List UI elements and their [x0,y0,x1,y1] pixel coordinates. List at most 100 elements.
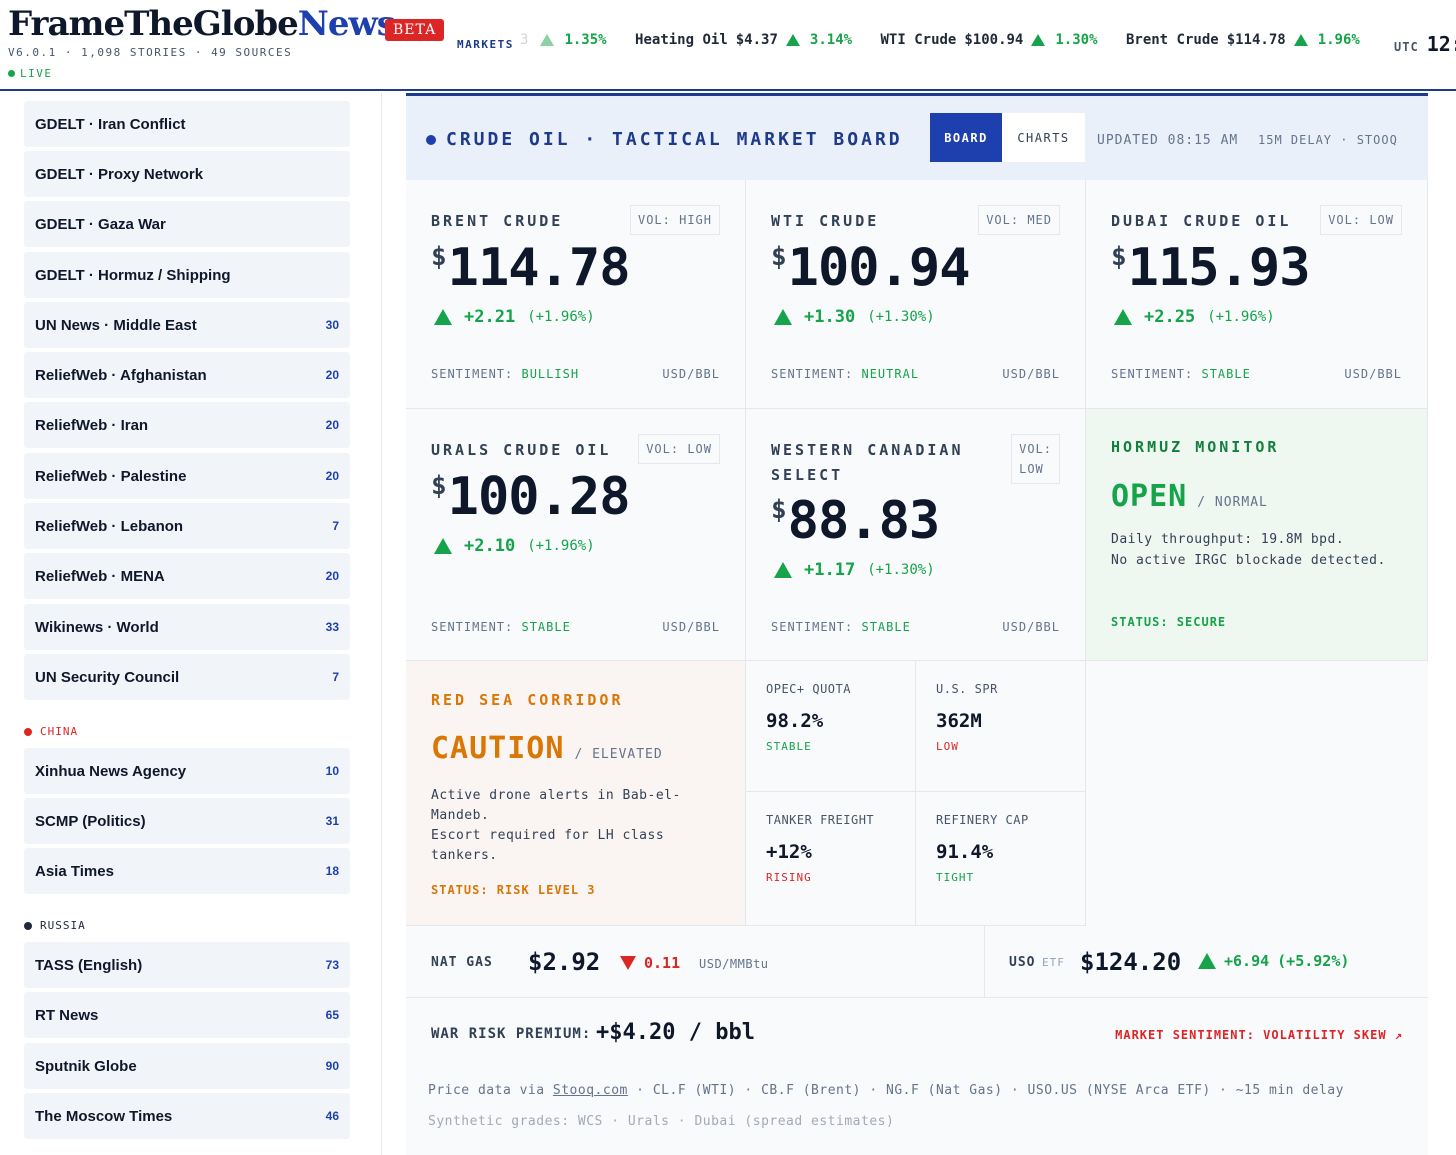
utc-label: UTC [1394,40,1419,54]
price-card-wti[interactable]: WTI CRUDE VOL: MED $100.94 +1.30 (+1.30%)… [746,180,1086,409]
card-title-line: WESTERN CANADIAN [771,441,964,459]
sidebar-item-label: ReliefWeb · Lebanon [35,517,184,535]
price-change: +1.30 (+1.30%) [774,307,935,327]
redsea-title: RED SEA CORRIDOR [431,691,624,709]
metric-opec-quota[interactable]: OPEC+ QUOTA 98.2% STABLE [746,661,916,792]
metric-refinery-cap[interactable]: REFINERY CAP 91.4% TIGHT [916,792,1086,926]
sidebar-item[interactable]: GDELT · Proxy Network [24,151,350,197]
sentiment: SENTIMENT: BULLISH [431,367,579,381]
natgas-change-value: 0.11 [644,954,681,972]
card-title-line: SELECT [771,466,844,484]
price-value: $115.93 [1111,238,1310,298]
redsea-line: Escort required for LH class tankers. [431,828,665,863]
sidebar-item[interactable]: ReliefWeb · Palestine 20 [24,453,350,499]
metric-tanker-freight[interactable]: TANKER FREIGHT +12% RISING [746,792,916,926]
price-unit: USD/BBL [662,620,720,634]
ticker-item[interactable]: Brent Crude $114.78 1.96% [1126,32,1360,48]
board-header: CRUDE OIL · TACTICAL MARKET BOARD BOARD … [406,96,1428,180]
sidebar-item-label: UN News · Middle East [35,316,197,334]
sidebar-item[interactable]: GDELT · Iran Conflict [24,101,350,147]
change-abs: +2.25 [1144,307,1196,327]
natgas-change: 0.11 [620,954,680,972]
sidebar-item[interactable]: RT News 65 [24,992,350,1038]
live-label: LIVE [20,67,53,80]
change-pct: (+1.96%) [527,538,595,554]
price-card-wcs[interactable]: WESTERN CANADIAN SELECT VOL: LOW $88.83 +1… [746,409,1086,661]
sidebar-group-russia[interactable]: RUSSIA [24,919,86,932]
volatility-badge: VOL: LOW [1011,434,1060,484]
sidebar-item-count: 31 [325,814,339,828]
change-pct: (+1.30%) [867,562,935,578]
market-board: CRUDE OIL · TACTICAL MARKET BOARD BOARD … [406,93,1428,1155]
ticker-change: 1.96% [1317,32,1360,48]
hormuz-state-value: OPEN [1111,479,1188,514]
data-source-note: Price data via Stooq.com · CL.F (WTI) · … [428,1083,1344,1098]
up-arrow-icon [540,34,555,46]
sidebar-item-count: 33 [325,620,339,634]
sidebar-item[interactable]: UN Security Council 7 [24,654,350,700]
sidebar-item-label: ReliefWeb · Iran [35,416,149,434]
price-card-brent[interactable]: BRENT CRUDE VOL: HIGH $114.78 +2.21 (+1.9… [406,180,746,409]
hormuz-status: STATUS: SECURE [1111,615,1227,629]
metric-label: TANKER FREIGHT [766,813,875,827]
ticker-item[interactable]: 3 1.35% [520,32,607,48]
redsea-state: CAUTION / ELEVATED [431,731,663,766]
price-card-dubai[interactable]: DUBAI CRUDE OIL VOL: LOW $115.93 +2.25 (+… [1086,180,1428,409]
sidebar-item[interactable]: Wikinews · World 33 [24,604,350,650]
price-number: 100.28 [447,467,631,527]
sidebar-item-label: Xinhua News Agency [35,762,187,780]
price-change: +2.21 (+1.96%) [434,307,595,327]
sidebar-item[interactable]: Xinhua News Agency 10 [24,748,350,794]
sidebar-item-label: ReliefWeb · MENA [35,567,165,585]
tab-board[interactable]: BOARD [930,113,1002,162]
tab-charts[interactable]: CHARTS [1002,113,1085,162]
live-indicator: LIVE [8,67,53,80]
sidebar-item-count: 30 [325,318,339,332]
sidebar-group-china[interactable]: CHINA [24,725,78,738]
stooq-link[interactable]: Stooq.com [552,1083,628,1098]
sidebar-item[interactable]: ReliefWeb · MENA 20 [24,553,350,599]
sidebar-item-count: 73 [325,958,339,972]
vol-label: VOL: [1019,442,1052,456]
market-ticker[interactable]: 3 1.35% Heating Oil $4.37 3.14% WTI Crude $1… [520,32,1380,60]
red-sea-corridor[interactable]: RED SEA CORRIDOR CAUTION / ELEVATED Activ… [406,661,746,926]
sidebar-item-label: GDELT · Proxy Network [35,165,204,183]
sidebar-item[interactable]: ReliefWeb · Lebanon 7 [24,503,350,549]
sentiment-label: SENTIMENT: [771,620,854,634]
ticker-item[interactable]: WTI Crude $100.94 1.30% [881,32,1098,48]
sidebar-item[interactable]: ReliefWeb · Afghanistan 20 [24,352,350,398]
sidebar-item[interactable]: TASS (English) 73 [24,942,350,988]
sidebar-item-label: GDELT · Iran Conflict [35,115,186,133]
hormuz-monitor[interactable]: HORMUZ MONITOR OPEN / NORMAL Daily throug… [1086,409,1428,661]
sidebar-item-count: 18 [325,864,339,878]
sidebar-item[interactable]: GDELT · Gaza War [24,201,350,247]
up-arrow-icon [774,309,792,325]
sidebar-item-label: The Moscow Times [35,1107,173,1125]
volatility-badge: VOL: LOW [1320,205,1402,235]
metric-us-spr[interactable]: U.S. SPR 362M LOW [916,661,1086,792]
sentiment-label: SENTIMENT: [1111,367,1194,381]
synthetic-grades-note: Synthetic grades: WCS · Urals · Dubai (s… [428,1114,895,1129]
sidebar-item[interactable]: The Moscow Times 46 [24,1093,350,1139]
ticker-item[interactable]: Heating Oil $4.37 3.14% [635,32,852,48]
sidebar-item-label: TASS (English) [35,956,143,974]
dark-dot-icon [24,921,32,930]
sidebar-item[interactable]: Sputnik Globe 90 [24,1043,350,1089]
up-arrow-icon [434,538,452,554]
sidebar-item[interactable]: UN News · Middle East 30 [24,302,350,348]
beta-badge: BETA [385,19,445,41]
ticker-cut-text: 3 [520,32,529,48]
sidebar-group-label: CHINA [40,725,79,738]
sidebar-item[interactable]: Asia Times 18 [24,848,350,894]
live-dot-icon [8,70,15,77]
board-title-text: CRUDE OIL · TACTICAL MARKET BOARD [446,129,903,150]
metric-value: 91.4% [936,841,994,863]
market-sentiment-link[interactable]: MARKET SENTIMENT: VOLATILITY SKEW ↗ [1115,1028,1403,1042]
sidebar-item-label: Wikinews · World [35,618,159,636]
price-card-urals[interactable]: URALS CRUDE OIL VOL: LOW $100.28 +2.10 (+… [406,409,746,661]
sidebar-item[interactable]: ReliefWeb · Iran 20 [24,402,350,448]
sidebar-item[interactable]: SCMP (Politics) 31 [24,798,350,844]
brand-logo[interactable]: FrameTheGlobeNews [8,4,396,44]
top-header: FrameTheGlobeNews BETA V6.0.1 · 1,098 ST… [0,0,1456,91]
sidebar-item[interactable]: GDELT · Hormuz / Shipping [24,252,350,298]
